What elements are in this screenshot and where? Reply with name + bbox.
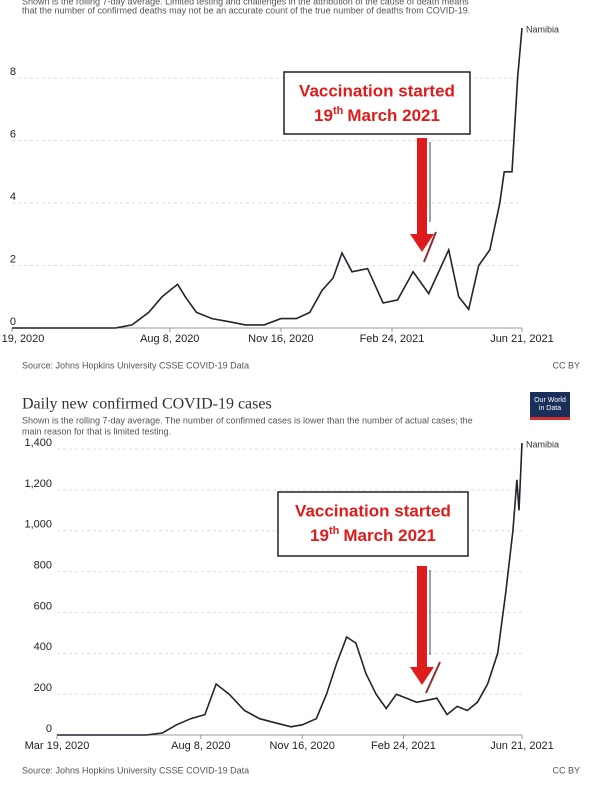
line <box>57 442 523 736</box>
subtitle: Shown is the rolling 7-day average. Limi… <box>22 0 469 6</box>
license: CC BY <box>552 765 580 775</box>
subtitle: main reason for that is limited testing. <box>22 426 171 436</box>
y-tick-label: 0 <box>46 723 52 735</box>
annotation-rest: March 2021 <box>347 106 440 125</box>
annotation-suffix: th <box>333 105 344 117</box>
series-label: Namibia <box>526 439 559 449</box>
y-tick-label: 4 <box>10 191 16 203</box>
annotation-text: Vaccination started <box>299 81 455 100</box>
x-tick-label: Jun 21, 2021 <box>490 740 554 752</box>
arrow-head <box>410 667 434 685</box>
x-tick-label: Mar 19, 2020 <box>0 333 44 345</box>
y-tick-label: 2 <box>10 253 16 265</box>
y-tick-label: 1,400 <box>24 437 52 449</box>
logo-box <box>530 392 570 420</box>
annotation-day: 19 <box>314 106 333 125</box>
logo-bar <box>530 417 570 420</box>
y-tick-label: 0 <box>10 316 16 328</box>
x-tick-label: Feb 24, 2021 <box>360 333 425 345</box>
annotation-suffix: th <box>329 525 340 537</box>
x-tick-label: Mar 19, 2020 <box>25 740 90 752</box>
y-tick-label: 8 <box>10 66 16 78</box>
marker-slash <box>423 231 437 263</box>
chart: Daily new confirmed COVID-19 cases Shown … <box>22 392 580 775</box>
source: Source: Johns Hopkins University CSSE CO… <box>22 765 249 775</box>
annotation-text: 19th March 2021 <box>310 525 436 546</box>
x-tick-label: Aug 8, 2020 <box>171 740 230 752</box>
y-tick-label: 1,200 <box>24 478 52 490</box>
y-tick-label: 800 <box>34 560 52 572</box>
x-tick-label: Aug 8, 2020 <box>140 333 199 345</box>
logo-text: Our World <box>534 397 566 404</box>
x-tick-label: Feb 24, 2021 <box>371 740 436 752</box>
logo-text: in Data <box>539 405 561 412</box>
source: Source: Johns Hopkins University CSSE CO… <box>22 360 249 370</box>
arrow-head <box>410 234 434 252</box>
series-label: Namibia <box>526 24 559 34</box>
chart-title: Daily new confirmed COVID-19 cases <box>22 396 272 413</box>
x-tick-label: Nov 16, 2020 <box>269 740 334 752</box>
line <box>12 28 523 329</box>
y-tick-label: 400 <box>34 641 52 653</box>
arrow-shaft <box>417 138 427 236</box>
y-tick-label: 6 <box>10 128 16 140</box>
arrow-shaft <box>417 566 427 669</box>
subtitle: Shown is the rolling 7-day average. The … <box>22 415 473 425</box>
annotation-box <box>277 491 469 557</box>
marker-slash <box>425 661 441 694</box>
annotation-day: 19 <box>310 526 329 545</box>
x-tick-label: Jun 21, 2021 <box>490 333 554 345</box>
chart: Shown is the rolling 7-day average. Limi… <box>0 0 580 370</box>
annotation-box <box>283 71 471 135</box>
y-tick-label: 600 <box>34 600 52 612</box>
annotation-text: Vaccination started <box>295 501 451 520</box>
x-tick-label: Nov 16, 2020 <box>248 333 313 345</box>
y-tick-label: 200 <box>34 682 52 694</box>
y-tick-label: 1,000 <box>24 519 52 531</box>
subtitle: that the number of confirmed deaths may … <box>22 5 470 15</box>
license: CC BY <box>552 360 580 370</box>
annotation-text: 19th March 2021 <box>314 105 440 126</box>
annotation-rest: March 2021 <box>343 526 436 545</box>
